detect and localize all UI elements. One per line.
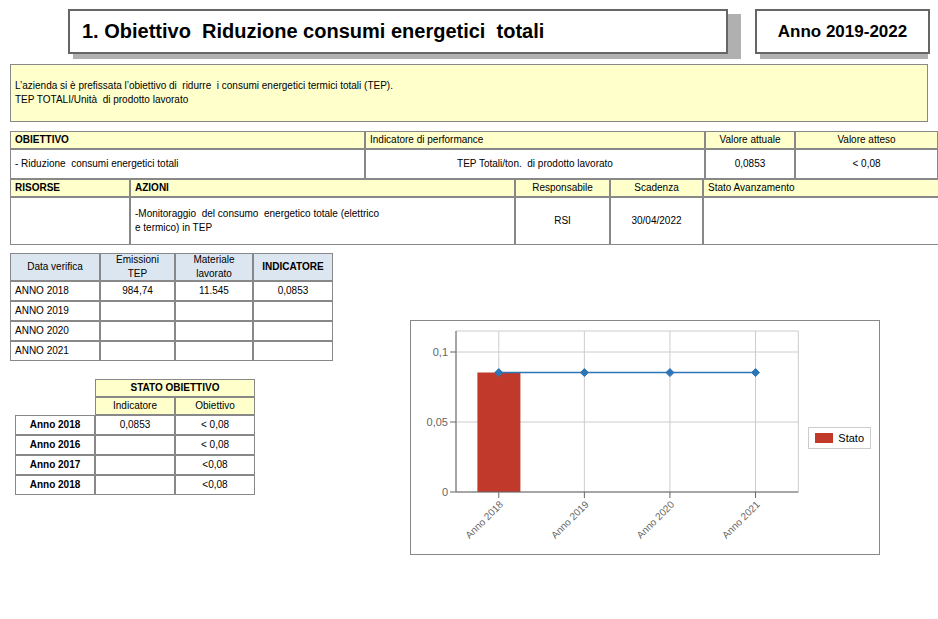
html-text:L’azienda si è prefissata l’ob: L’azienda si è prefissata l’obiettivo di…	[15, 80, 393, 91]
html-text:lavorato: lavorato	[196, 268, 232, 279]
html-text:Responsabile: Responsabile	[532, 182, 593, 193]
html-text:Valore attuale: Valore attuale	[719, 134, 781, 145]
html-text:1. Obiettivo Riduzione consumi: 1. Obiettivo Riduzione consumi energetic…	[82, 20, 545, 42]
html-text:ANNO 2018: ANNO 2018	[15, 285, 69, 296]
html-text:Stato: Stato	[838, 431, 864, 444]
html-text:Scadenza: Scadenza	[634, 182, 679, 193]
html-text:OBIETTIVO: OBIETTIVO	[15, 134, 69, 145]
html-text:Indicatore: Indicatore	[113, 400, 157, 411]
svg-text:Anno 2020: Anno 2020	[634, 498, 676, 540]
html-text:Emissioni: Emissioni	[116, 254, 159, 265]
html-text:TEP TOTALI/Unità di prodotto l: TEP TOTALI/Unità di prodotto lavorato	[15, 94, 189, 105]
html-text:TEP: TEP	[127, 268, 148, 279]
html-text:Anno 2017: Anno 2017	[29, 459, 81, 470]
html-text:ANNO 2020: ANNO 2020	[15, 325, 69, 336]
html-text:0,0853: 0,0853	[277, 285, 309, 296]
svg-text:0,1: 0,1	[433, 346, 448, 358]
html-text:ANNO 2019: ANNO 2019	[15, 305, 69, 316]
html-text:RSI: RSI	[554, 215, 571, 226]
svg-text:Anno 2018: Anno 2018	[463, 498, 505, 540]
svg-text:Anno 2021: Anno 2021	[720, 498, 762, 540]
html-text:AZIONI: AZIONI	[135, 182, 169, 193]
html-text:Data verifica: Data verifica	[27, 261, 83, 272]
svg-text:Anno 2019: Anno 2019	[549, 498, 591, 540]
html-text:0,0853: 0,0853	[119, 419, 151, 430]
html-text:- Riduzione consumi energetici: - Riduzione consumi energetici totali	[15, 158, 179, 169]
html-text:Stato Avanzamento: Stato Avanzamento	[708, 182, 795, 193]
html-text:INDICATORE: INDICATORE	[262, 261, 324, 272]
html-text:Materiale: Materiale	[193, 254, 235, 265]
html-text:11.545: 11.545	[199, 285, 229, 296]
html-text:e termico) in TEP: e termico) in TEP	[135, 222, 213, 233]
html-text:<0,08: <0,08	[202, 479, 228, 490]
html-text:Obiettivo: Obiettivo	[195, 400, 235, 411]
html-text:0,0853: 0,0853	[734, 158, 766, 169]
html-text:Anno 2019-2022: Anno 2019-2022	[777, 21, 908, 41]
svg-text:0,05: 0,05	[427, 416, 448, 428]
html-text:< 0,08: < 0,08	[201, 439, 229, 450]
html-text:TEP Totali/ton. di prodotto la: TEP Totali/ton. di prodotto lavorato	[457, 158, 613, 169]
html-text:Anno 2018: Anno 2018	[29, 419, 81, 430]
html-text:-Monitoraggio del consumo ener: -Monitoraggio del consumo energetico tot…	[135, 208, 379, 219]
html-text:Indicatore di performance: Indicatore di performance	[370, 134, 484, 145]
html-text:STATO OBIETTIVO: STATO OBIETTIVO	[130, 382, 220, 393]
html-text:30/04/2022: 30/04/2022	[631, 215, 682, 226]
html-text:RISORSE: RISORSE	[15, 182, 60, 193]
html-text:984,74: 984,74	[122, 285, 153, 296]
html-text:Anno 2016: Anno 2016	[29, 439, 81, 450]
html-text:Anno 2018: Anno 2018	[29, 479, 81, 490]
svg-text:0: 0	[442, 486, 448, 498]
html-text:<0,08: <0,08	[202, 459, 228, 470]
html-text:ANNO 2021: ANNO 2021	[15, 345, 69, 356]
html-text:< 0,08: < 0,08	[852, 158, 881, 169]
html-text:< 0,08: < 0,08	[201, 419, 229, 430]
html-text:Valore atteso: Valore atteso	[837, 134, 896, 145]
